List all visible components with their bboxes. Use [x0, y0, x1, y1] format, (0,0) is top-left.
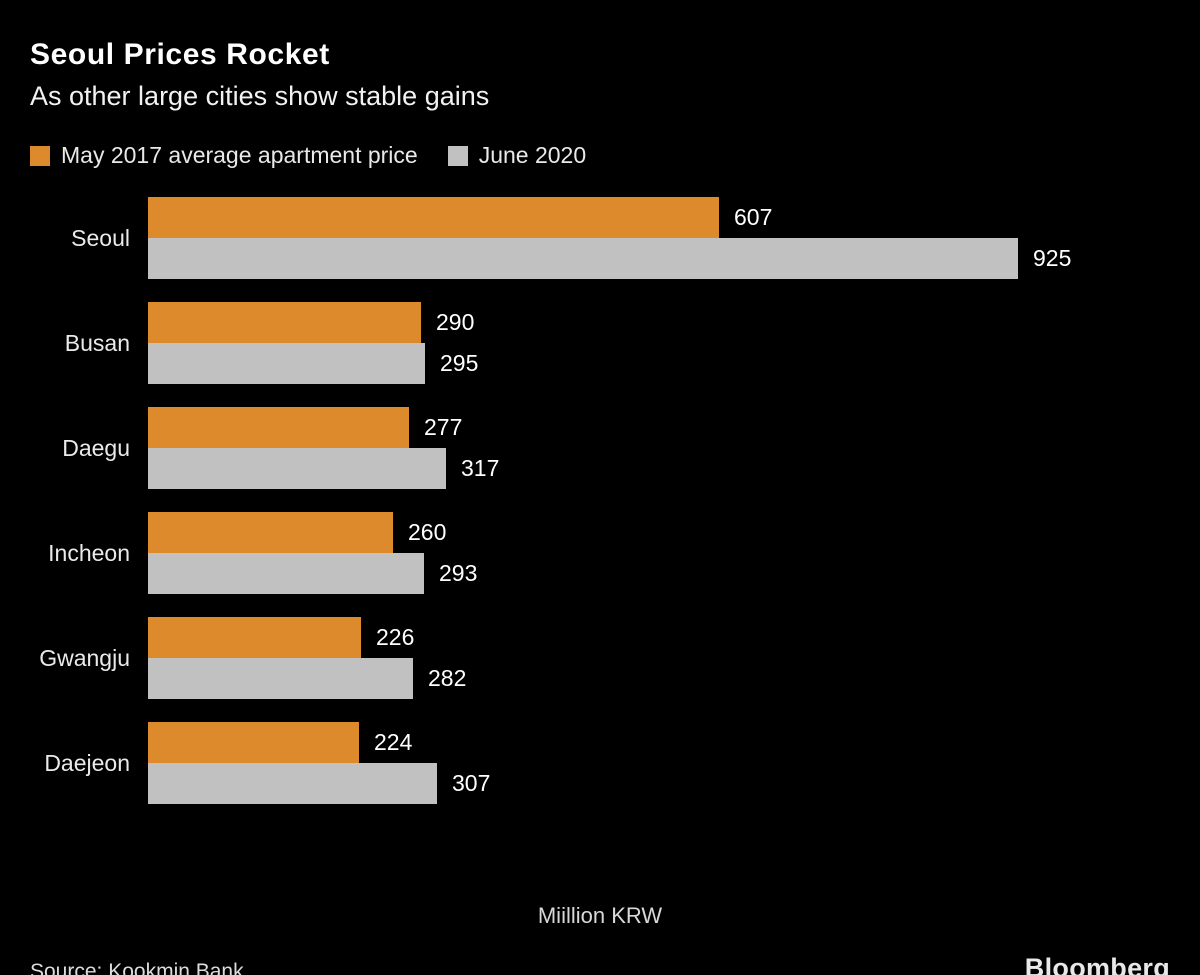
bar-may-2017 — [148, 722, 359, 763]
legend-item-june-2020: June 2020 — [447, 142, 587, 169]
bar-may-2017 — [148, 617, 361, 658]
bar-group: 607 925 — [148, 197, 1170, 279]
bar-value-label: 224 — [374, 729, 413, 755]
bar-may-2017 — [148, 407, 409, 448]
legend-swatch-gray-icon — [447, 145, 468, 166]
bar-line: 295 — [148, 343, 1170, 384]
category-label: Incheon — [48, 539, 130, 566]
bar-june-2020 — [148, 658, 413, 699]
bar-value-label: 925 — [1033, 245, 1072, 271]
bar-value-label: 226 — [376, 624, 415, 650]
bloomberg-logo: Bloomberg — [1024, 953, 1170, 975]
bar-line: 224 — [148, 722, 1170, 763]
bar-group: 226 282 — [148, 617, 1170, 699]
chart-footer: Source: Kookmin Bank Bloomberg — [30, 953, 1170, 975]
bar-value-label: 317 — [461, 455, 500, 481]
legend-label-june-2020: June 2020 — [478, 142, 587, 168]
legend-item-may-2017: May 2017 average apartment price — [30, 142, 418, 169]
bar-value-label: 295 — [440, 350, 479, 376]
bar-value-label: 290 — [436, 309, 475, 335]
bar-line: 277 — [148, 407, 1170, 448]
bar-june-2020 — [148, 763, 437, 804]
chart-row-daejeon: Daejeon 224 307 — [30, 722, 1170, 804]
bar-line: 290 — [148, 302, 1170, 343]
category-label: Daegu — [62, 434, 130, 461]
chart-row-gwangju: Gwangju 226 282 — [30, 617, 1170, 699]
bar-value-label: 282 — [428, 665, 467, 691]
bar-value-label: 260 — [408, 519, 447, 545]
chart-row-daegu: Daegu 277 317 — [30, 407, 1170, 489]
bar-value-label: 277 — [424, 414, 463, 440]
chart-row-incheon: Incheon 260 293 — [30, 512, 1170, 594]
bar-line: 293 — [148, 553, 1170, 594]
bar-line: 307 — [148, 763, 1170, 804]
bar-line: 317 — [148, 448, 1170, 489]
category-label: Daejeon — [44, 749, 130, 776]
bar-line: 226 — [148, 617, 1170, 658]
bar-june-2020 — [148, 238, 1018, 279]
bar-value-label: 607 — [734, 204, 773, 230]
bar-may-2017 — [148, 512, 393, 553]
bar-group: 277 317 — [148, 407, 1170, 489]
bar-line: 607 — [148, 197, 1170, 238]
source-note: Source: Kookmin Bank — [30, 960, 244, 975]
chart-subtitle: As other large cities show stable gains — [30, 81, 490, 111]
bar-june-2020 — [148, 448, 446, 489]
legend-label-may-2017: May 2017 average apartment price — [61, 142, 418, 168]
bar-value-label: 293 — [439, 560, 478, 586]
bar-group: 260 293 — [148, 512, 1170, 594]
bar-line: 282 — [148, 658, 1170, 699]
category-label: Busan — [64, 329, 130, 356]
chart-row-seoul: Seoul 607 925 — [30, 197, 1170, 279]
chart-legend: May 2017 average apartment price June 20… — [30, 142, 1170, 169]
chart-title: Seoul Prices Rocket — [30, 38, 330, 71]
bar-line: 260 — [148, 512, 1170, 553]
legend-swatch-orange-icon — [30, 145, 50, 166]
chart-row-busan: Busan 290 295 — [30, 302, 1170, 384]
bar-june-2020 — [148, 343, 425, 384]
bar-may-2017 — [148, 197, 719, 238]
bar-group: 290 295 — [148, 302, 1170, 384]
category-label: Gwangju — [39, 644, 130, 671]
bar-group: 224 307 — [148, 722, 1170, 804]
category-label: Seoul — [71, 224, 130, 251]
bar-june-2020 — [148, 553, 424, 594]
bar-line: 925 — [148, 238, 1170, 279]
x-axis-label: Miillion KRW — [537, 903, 663, 928]
bar-value-label: 307 — [452, 770, 491, 796]
bar-may-2017 — [148, 302, 421, 343]
bar-chart-plot-area: Seoul 607 925 Busan 290 295 Daegu 277 317 Incheon… — [30, 197, 1170, 827]
